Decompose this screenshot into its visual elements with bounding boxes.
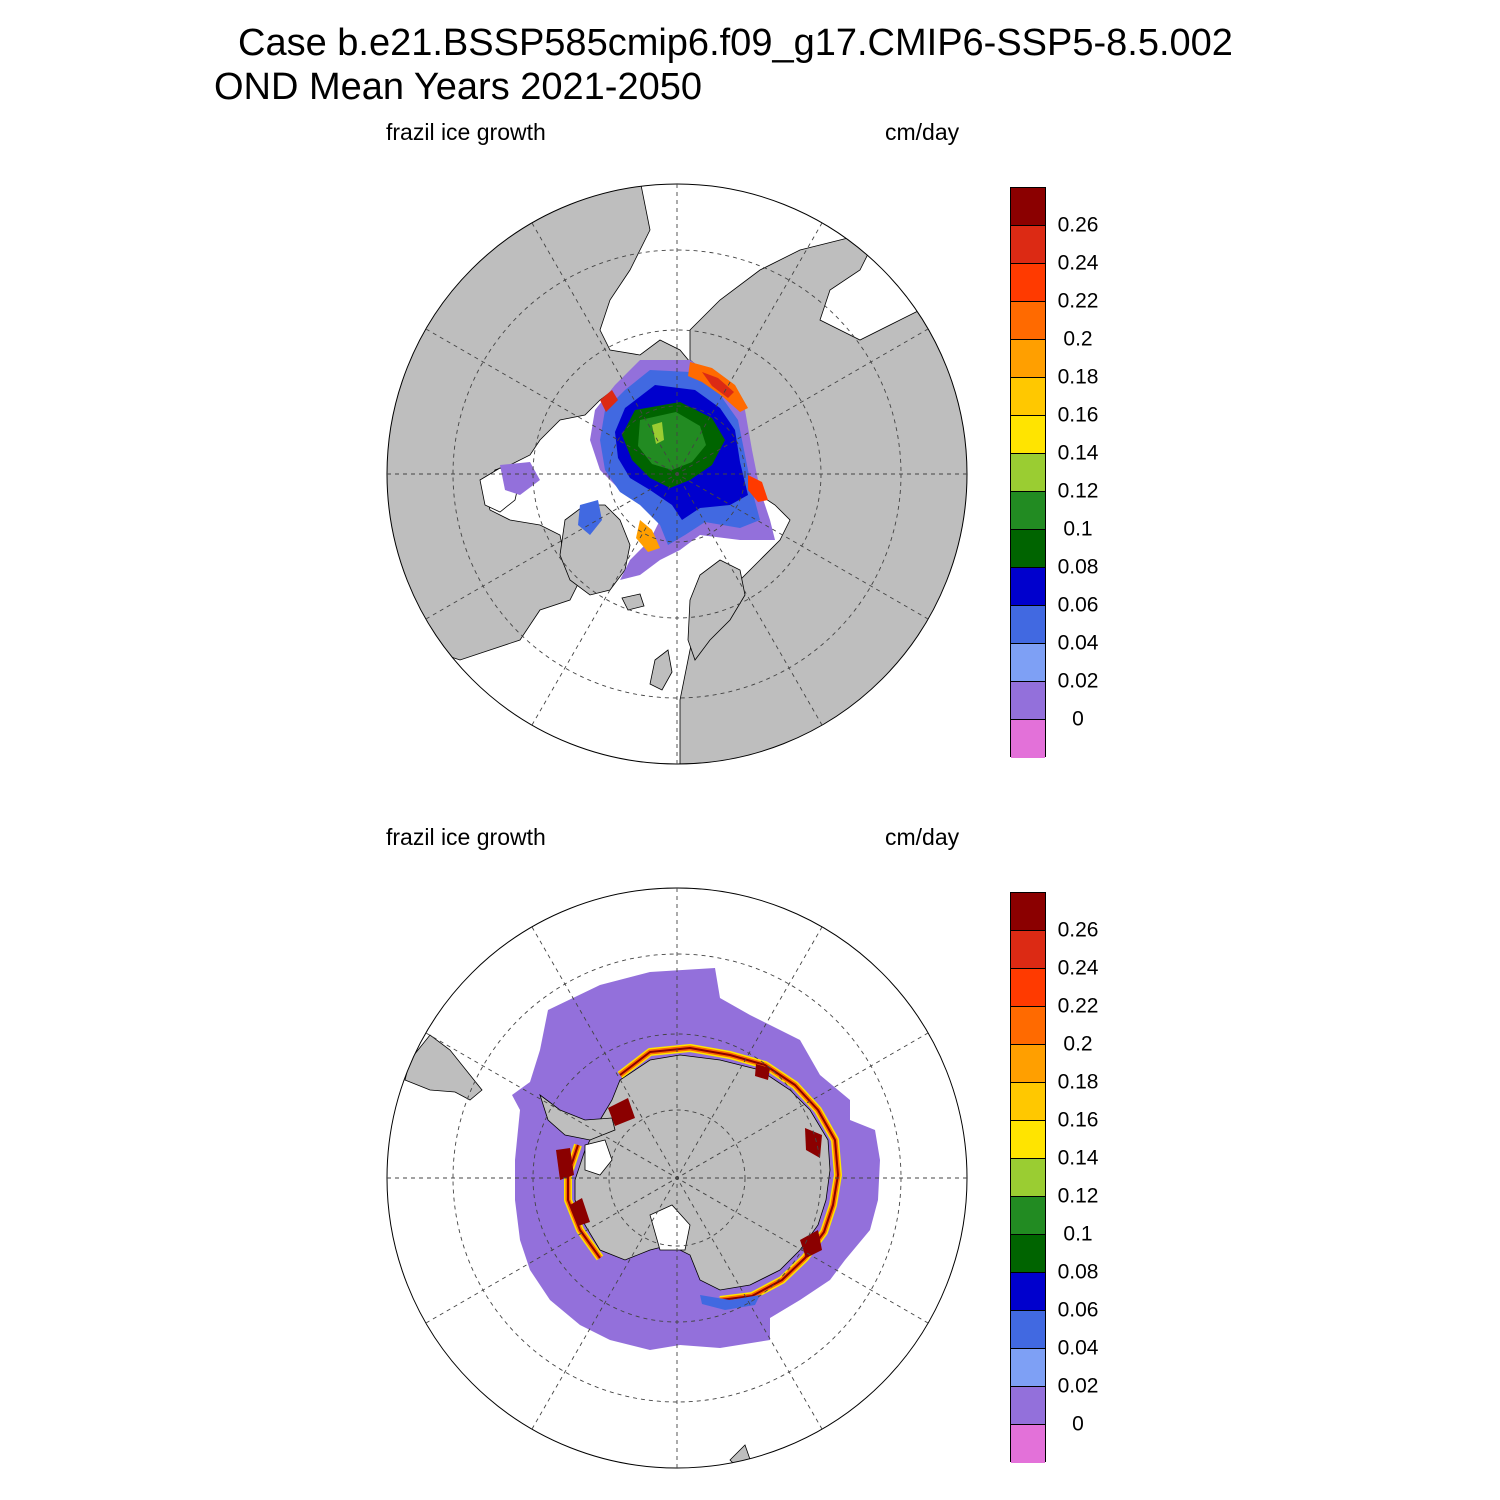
south-land-peninsula (539, 1093, 616, 1141)
north-colorbar-tick-label: 0.26 (1057, 213, 1099, 237)
north-panel-units-label: cm/day (885, 119, 960, 145)
north-colorbar-swatch (1011, 492, 1045, 530)
north-colorbar-tick-label: 0.06 (1057, 593, 1099, 617)
south-ice-shelf-ross (649, 1204, 691, 1251)
north-colorbar-tick-label: 0.14 (1057, 441, 1099, 465)
south-colorbar-tick-label: 0.14 (1057, 1146, 1099, 1170)
north-colorbar-swatch (1011, 568, 1045, 606)
north-colorbar-tick-label: 0.2 (1063, 327, 1093, 351)
north-colorbar-swatch (1011, 264, 1045, 302)
south-peak-east-2 (800, 1230, 822, 1258)
north-land-iceland (621, 593, 645, 611)
south-colorbar-tick-label: 0.04 (1057, 1336, 1099, 1360)
figure-title-case: Case b.e21.BSSP585cmip6.f09_g17.CMIP6-SS… (238, 22, 1233, 64)
south-colorbar-tick-label: 0.02 (1057, 1374, 1099, 1398)
south-colorbar-swatch (1011, 1159, 1045, 1197)
south-panel-variable-label: frazil ice growth (386, 824, 546, 850)
north-colorbar-tick-label: 0.18 (1057, 365, 1099, 389)
south-colorbar-swatch (1011, 1425, 1045, 1463)
north-colorbar-swatch (1011, 606, 1045, 644)
north-colorbar-tick-label: 0.02 (1057, 669, 1099, 693)
north-colorbar-swatch (1011, 454, 1045, 492)
south-land-antarctica (574, 1054, 831, 1291)
south-graticule (387, 888, 967, 1468)
north-colorbar-swatch (1011, 340, 1045, 378)
south-colorbar (1010, 892, 1046, 1463)
north-colorbar-swatch (1011, 302, 1045, 340)
south-colorbar-swatch (1011, 1083, 1045, 1121)
north-contour-0.12 (652, 422, 664, 444)
south-colorbar-tick-label: 0.16 (1057, 1108, 1099, 1132)
north-colorbar-tick-label: 0.16 (1057, 403, 1099, 427)
south-colorbar-tick-label: 0.18 (1057, 1070, 1099, 1094)
south-colorbar-tick-label: 0.26 (1057, 918, 1099, 942)
south-colorbar-swatch (1011, 1273, 1045, 1311)
south-colorbar-swatch (1011, 1007, 1045, 1045)
north-margin-baffin (600, 390, 618, 412)
south-colorbar-tick-label: 0.22 (1057, 994, 1099, 1018)
south-colorbar-swatch (1011, 1121, 1045, 1159)
south-land-south-america (404, 1034, 483, 1101)
south-colorbar-swatch (1011, 1311, 1045, 1349)
north-colorbar-tick-label: 0.24 (1057, 251, 1099, 275)
south-colorbar-swatch (1011, 1197, 1045, 1235)
north-colorbar-swatch (1011, 416, 1045, 454)
north-colorbar-tick-label: 0.22 (1057, 289, 1099, 313)
north-colorbar-swatch (1011, 226, 1045, 264)
north-baffin-blue (578, 500, 602, 535)
south-colorbar-swatch (1011, 1045, 1045, 1083)
north-colorbar-swatch (1011, 378, 1045, 416)
south-colorbar-swatch (1011, 893, 1045, 931)
south-blue-coast (700, 1295, 760, 1310)
south-colorbar-tick-label: 0 (1072, 1412, 1084, 1436)
south-colorbar-tick-label: 0.1 (1063, 1222, 1093, 1246)
south-colorbar-swatch (1011, 931, 1045, 969)
south-colorbar-tick-label: 0.06 (1057, 1298, 1099, 1322)
south-peak-ross (570, 1198, 590, 1226)
north-colorbar-swatch (1011, 530, 1045, 568)
south-peak-peninsula (556, 1148, 574, 1180)
south-polar-map (387, 888, 967, 1468)
north-margin-peak (702, 372, 734, 398)
south-colorbar-tick-label: 0.08 (1057, 1260, 1099, 1284)
north-colorbar-swatch (1011, 644, 1045, 682)
north-colorbar-swatch (1011, 682, 1045, 720)
south-colorbar-swatch (1011, 969, 1045, 1007)
south-colorbar-tick-label: 0.24 (1057, 956, 1099, 980)
south-colorbar-tick-label: 0.2 (1063, 1032, 1093, 1056)
north-colorbar-swatch (1011, 720, 1045, 758)
north-colorbar-tick-label: 0.12 (1057, 479, 1099, 503)
north-margin-barents (748, 475, 768, 502)
north-graticule (387, 184, 967, 764)
north-colorbar (1010, 187, 1046, 758)
south-colorbar-swatch (1011, 1387, 1045, 1425)
north-land-uk (649, 649, 673, 691)
north-hudson-purple (500, 462, 540, 495)
south-colorbar-swatch (1011, 1235, 1045, 1273)
south-peak-east-1 (805, 1128, 822, 1158)
south-panel-units-label: cm/day (885, 824, 960, 850)
north-colorbar-tick-label: 0.08 (1057, 555, 1099, 579)
south-colorbar-swatch (1011, 1349, 1045, 1387)
north-colorbar-swatch (1011, 188, 1045, 226)
figure-title-period: OND Mean Years 2021-2050 (214, 66, 702, 108)
north-panel-variable-label: frazil ice growth (386, 119, 546, 145)
south-peak-weddell (608, 1098, 635, 1126)
north-colorbar-tick-label: 0.1 (1063, 517, 1093, 541)
north-land-america (387, 184, 691, 661)
south-colorbar-tick-label: 0.12 (1057, 1184, 1099, 1208)
north-colorbar-tick-label: 0 (1072, 707, 1084, 731)
north-colorbar-tick-label: 0.04 (1057, 631, 1099, 655)
north-land-scandinavia (687, 559, 746, 661)
south-ice-shelf-weddell (584, 1139, 613, 1176)
south-peak-east-3 (755, 1064, 770, 1080)
